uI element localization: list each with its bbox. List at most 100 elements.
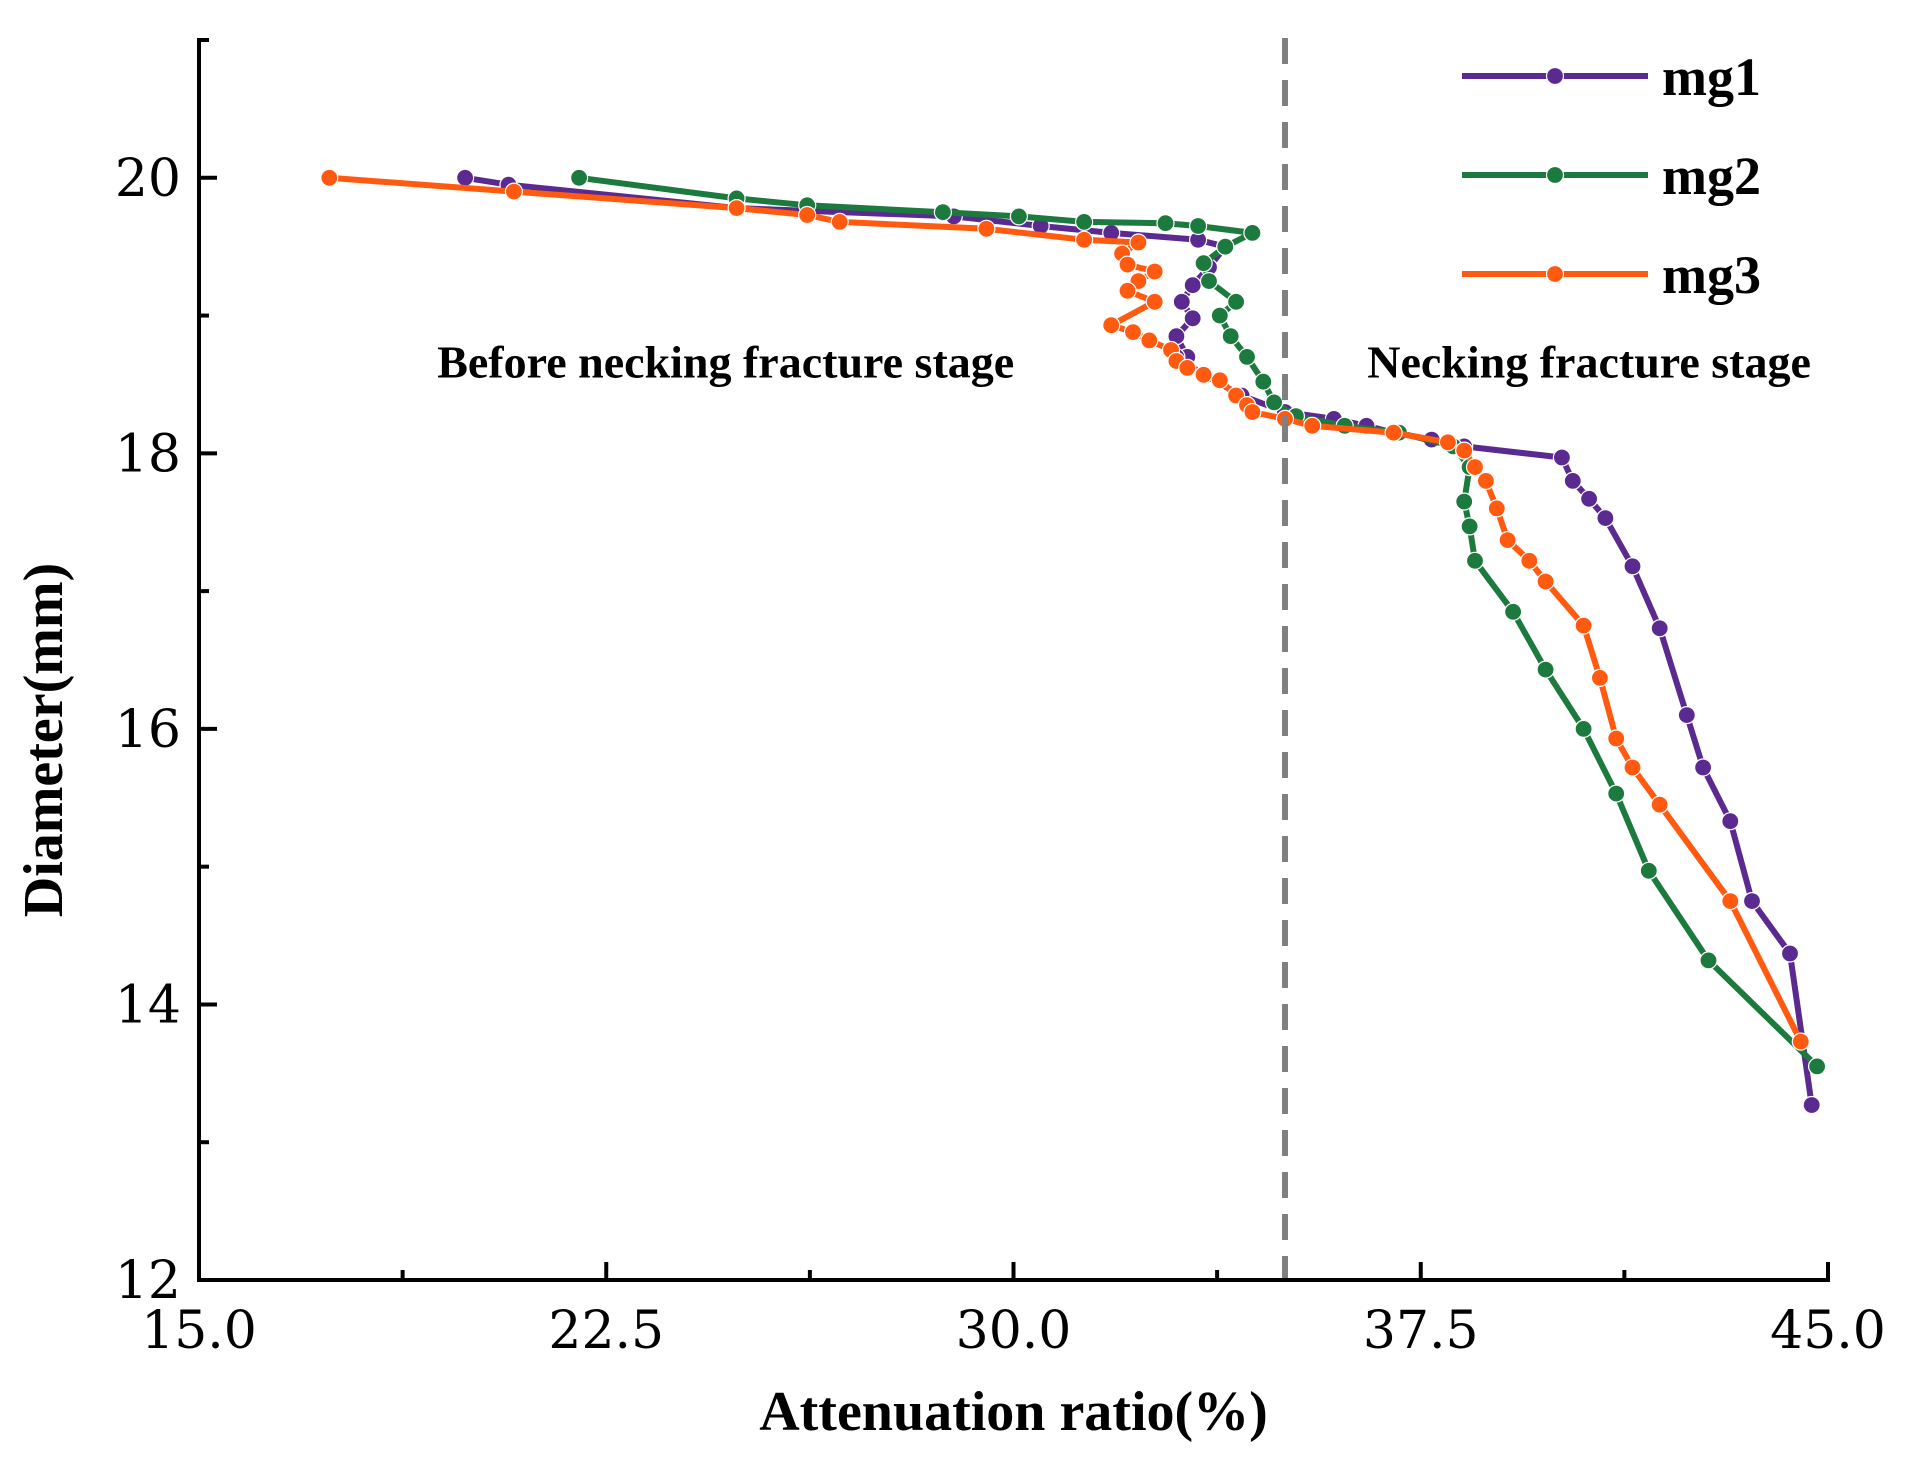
data-point-mg1 [1563,471,1582,490]
x-tick-label: 22.5 [548,1301,664,1361]
y-tick-label: 14 [115,975,181,1035]
data-point-mg1 [1650,619,1669,638]
data-point-mg3 [1303,416,1322,435]
legend-marker-mg2 [1545,165,1565,185]
data-point-mg2 [1194,254,1213,273]
data-point-mg3 [1129,233,1148,252]
data-point-mg3 [1520,551,1539,570]
data-point-mg2 [1699,951,1718,970]
data-point-mg3 [1536,572,1555,591]
data-point-mg3 [1118,281,1137,300]
data-point-mg3 [798,205,817,225]
data-point-mg2 [1226,292,1246,311]
data-point-mg1 [1780,944,1800,963]
data-point-mg3 [1455,441,1474,460]
data-point-mg1 [1742,891,1762,911]
data-point-mg2 [1243,223,1262,242]
data-point-mg1 [1579,489,1599,508]
data-point-mg1 [1721,812,1740,831]
data-point-mg2 [1221,327,1240,346]
data-point-mg1 [1623,557,1642,576]
data-point-mg3 [1194,365,1213,384]
data-point-mg3 [1123,323,1143,342]
data-point-mg2 [1536,660,1555,679]
data-point-mg1 [1677,705,1696,725]
data-point-mg3 [977,219,996,238]
data-point-mg3 [1590,668,1610,688]
x-axis-title: Attenuation ratio(%) [759,1381,1268,1443]
annotation-before-necking: Before necking fracture stage [437,337,1014,388]
data-point-mg2 [1074,212,1094,231]
data-point-mg1 [1596,508,1615,528]
data-point-mg2 [933,203,953,222]
x-tick-label: 37.5 [1363,1301,1479,1361]
data-point-mg3 [1210,371,1229,390]
data-point-mg3 [320,168,339,187]
data-point-mg2 [1199,272,1219,291]
data-point-mg2 [1607,784,1626,803]
data-point-mg3 [1140,331,1159,350]
legend-marker-mg1 [1545,66,1565,86]
data-point-mg3 [1145,262,1164,281]
data-point-mg3 [1118,255,1137,274]
data-point-mg3 [1102,316,1121,335]
data-point-mg3 [1650,795,1669,814]
annotation-necking: Necking fracture stage [1367,337,1811,388]
data-point-mg1 [1172,292,1191,311]
data-point-mg3 [1487,499,1506,518]
data-point-mg2 [1210,306,1229,325]
data-point-mg2 [1156,214,1175,233]
data-point-mg2 [1574,719,1593,739]
y-tick-label: 12 [115,1251,181,1311]
data-point-mg1 [1183,276,1202,295]
data-point-mg3 [1721,891,1740,911]
data-point-mg2 [569,168,589,187]
data-point-mg3 [1607,729,1626,748]
data-point-mg3 [1145,292,1164,311]
data-point-mg3 [1074,230,1094,249]
legend: mg1 mg2 mg3 [1462,47,1761,305]
data-point-mg1 [1183,309,1202,328]
data-point-mg2 [1264,393,1284,412]
data-point-mg2 [1503,602,1523,621]
data-point-mg3 [1498,530,1517,550]
ticks-layer: 15.0 22.5 30.0 37.5 45.0 12 14 16 18 20 Attenuatio… [13,38,1886,1443]
data-point-mg3 [1476,471,1496,490]
data-point-mg3 [1438,433,1458,452]
x-tick-label: 30.0 [956,1301,1072,1361]
y-tick-label: 16 [115,700,181,760]
annotation-layer: Before necking fracture stage Necking fra… [437,337,1811,388]
y-axis-title: Diameter(mm) [13,563,75,917]
data-point-mg3 [1178,358,1197,377]
x-tick-label: 15.0 [141,1301,257,1361]
x-tick-label: 45.0 [1770,1301,1886,1361]
data-point-mg2 [1254,372,1273,391]
data-point-mg1 [456,168,475,187]
data-point-mg2 [1807,1057,1827,1076]
data-point-mg3 [1384,423,1403,442]
data-point-mg2 [1009,207,1029,226]
series-line-mg1 [462,174,1815,1108]
data-point-mg2 [1188,216,1208,236]
data-point-mg3 [1791,1032,1810,1051]
y-tick-label: 18 [115,424,181,484]
data-point-mg1 [1552,448,1572,467]
data-point-mg2 [1455,492,1474,511]
data-point-mg2 [1216,237,1235,256]
legend-label-mg3: mg3 [1662,245,1761,305]
data-point-mg2 [1237,347,1257,366]
data-point-mg3 [727,199,746,218]
data-point-mg3 [1243,402,1262,422]
plot-lines [320,168,1827,1115]
series-line-mg3 [326,174,1804,1045]
data-point-mg3 [1465,458,1485,477]
legend-label-mg1: mg1 [1662,47,1761,107]
data-point-mg2 [1460,517,1479,536]
data-point-mg2 [1465,551,1485,570]
legend-marker-mg3 [1545,264,1565,284]
data-point-mg3 [1574,616,1593,635]
data-point-mg2 [1639,861,1658,880]
legend-label-mg2: mg2 [1662,146,1761,206]
data-point-mg3 [1623,758,1642,777]
